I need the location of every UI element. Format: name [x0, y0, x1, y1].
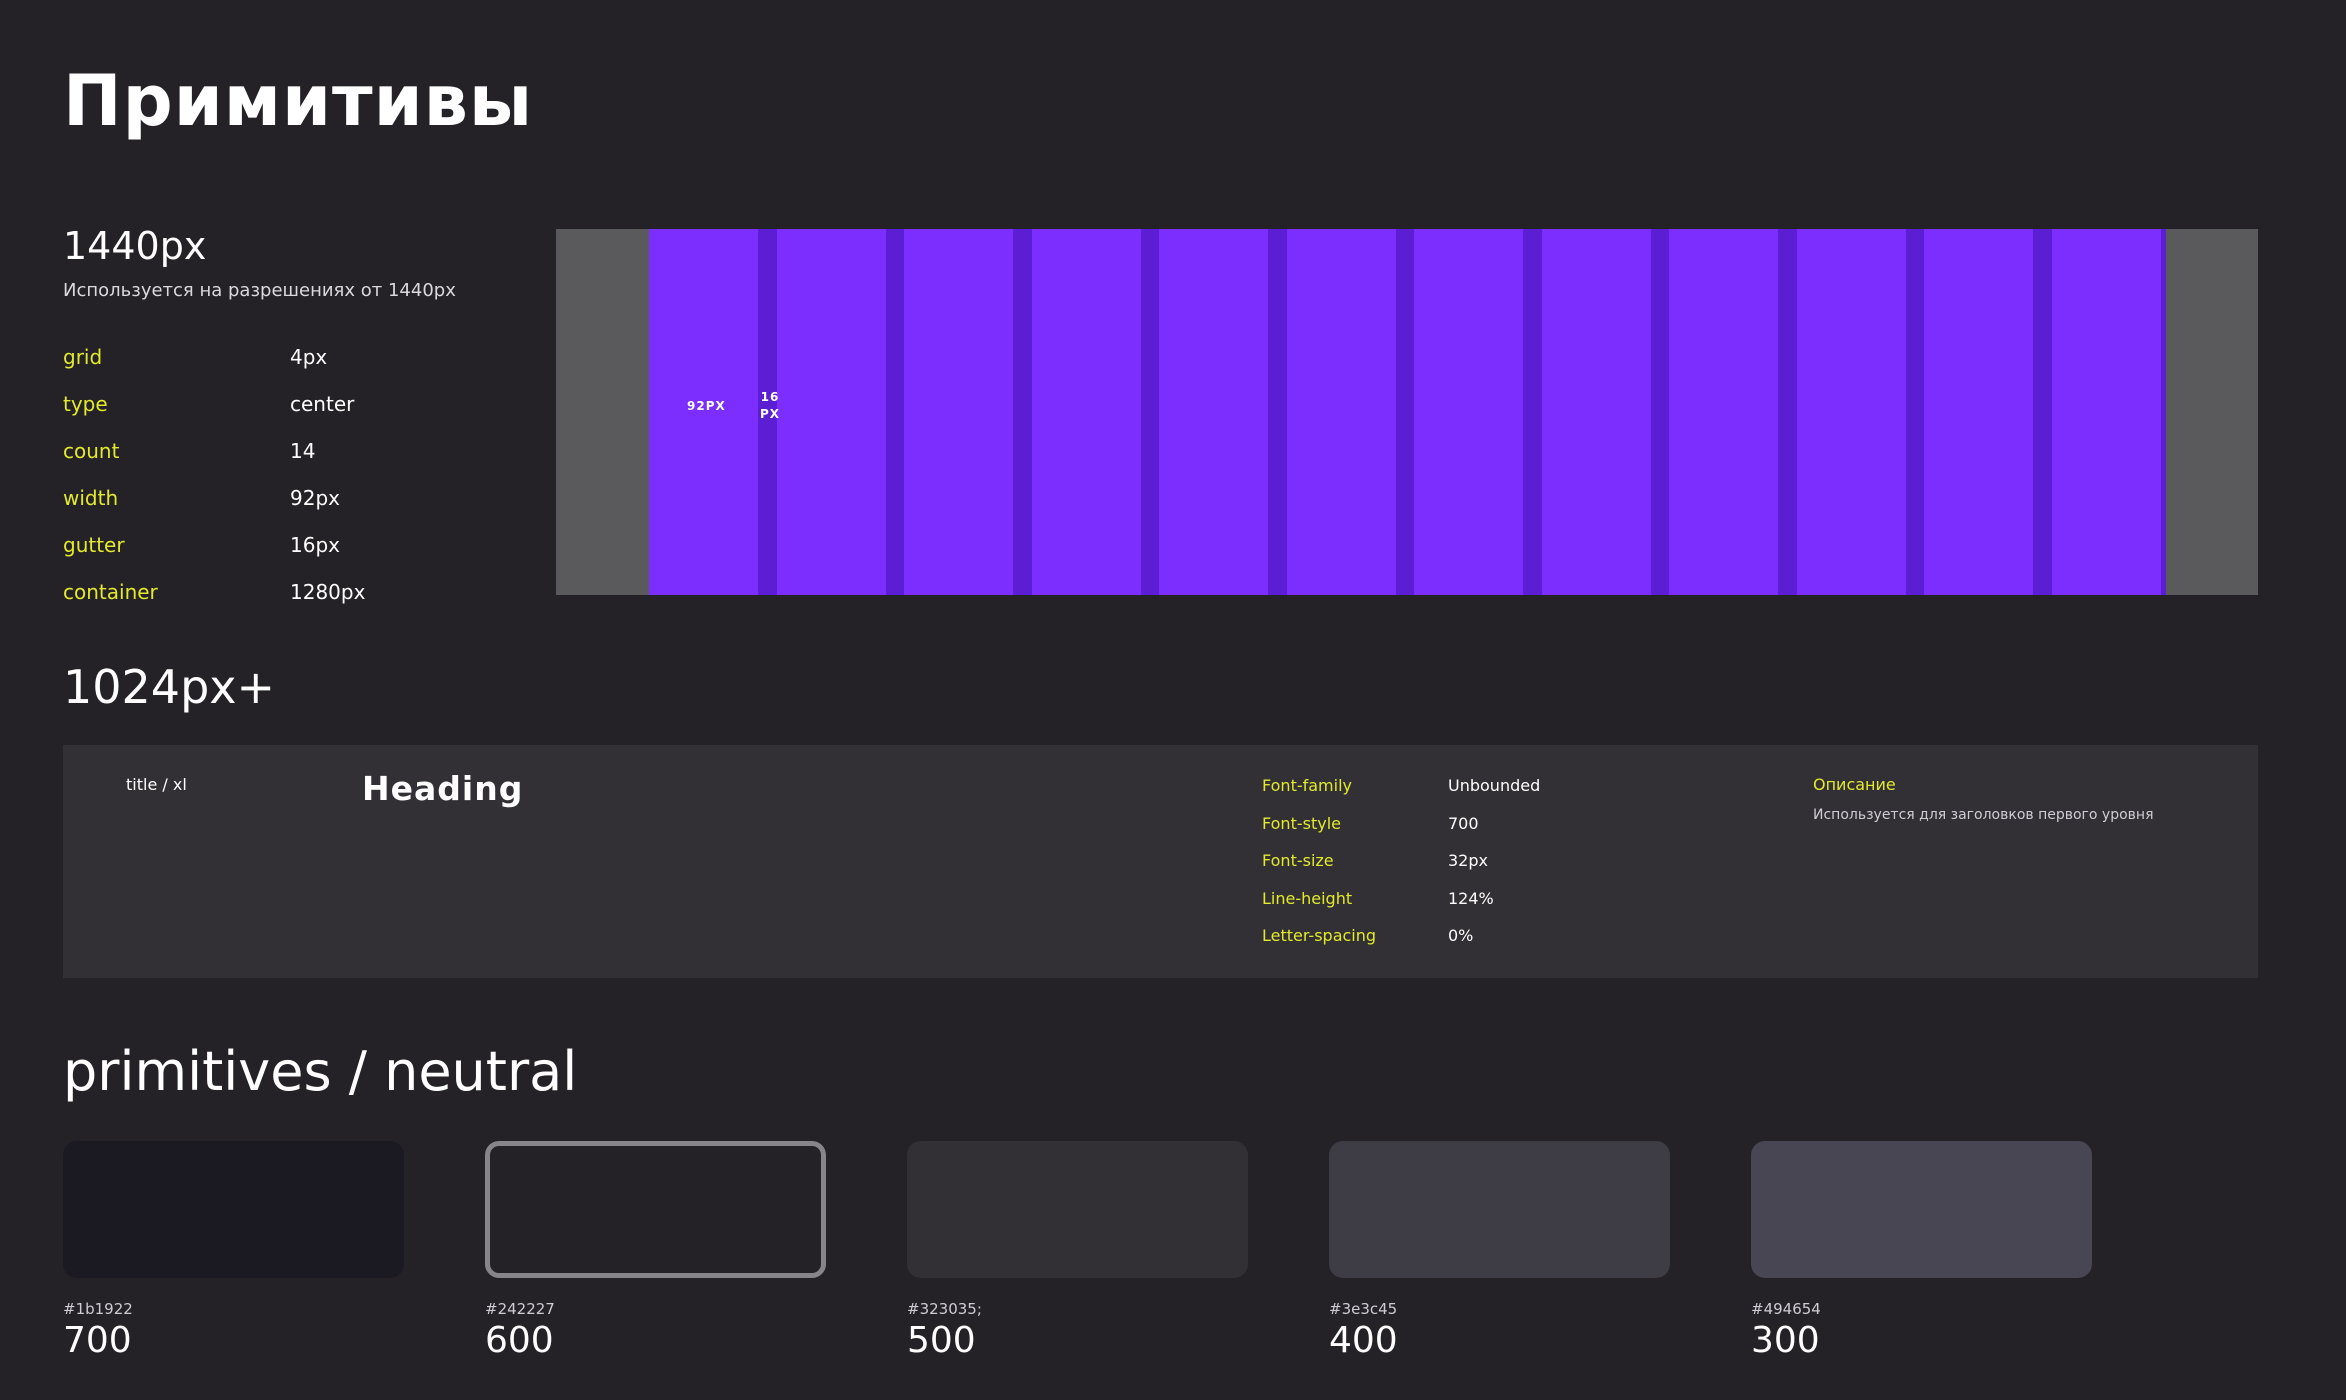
spec-value: 16px: [290, 532, 340, 557]
spec-row-grid: grid 4px: [63, 333, 443, 380]
spec-row-width: width 92px: [63, 474, 443, 521]
heading-sample: Heading: [362, 769, 524, 808]
property-row: Font-size 32px: [1262, 842, 1540, 880]
property-key: Font-size: [1262, 851, 1334, 871]
grid-container: [649, 229, 2166, 595]
grid-column: [1287, 229, 1396, 595]
spec-value: 92px: [290, 485, 340, 510]
swatch-weight: 500: [907, 1320, 976, 1361]
grid-column: [777, 229, 886, 595]
typography-token-card: title / xl Heading Font-family Unbounded…: [63, 745, 2258, 978]
property-key: Line-height: [1262, 888, 1353, 908]
property-key: Font-family: [1262, 776, 1352, 796]
grid-column: [1542, 229, 1651, 595]
spec-key: type: [63, 391, 108, 416]
breakpoint-1440-title: 1440px: [63, 224, 207, 268]
property-key: Letter-spacing: [1262, 926, 1377, 946]
property-row: Font-family Unbounded: [1262, 767, 1540, 805]
spec-key: count: [63, 438, 120, 463]
gutter-label-number: 16: [760, 390, 780, 404]
grid-column: [1159, 229, 1268, 595]
gutter-label-unit: PX: [760, 407, 781, 421]
property-value: 700: [1448, 813, 1479, 833]
spec-value: center: [290, 391, 355, 416]
spec-key: container: [63, 579, 158, 604]
spec-key: grid: [63, 344, 103, 369]
swatch-hex: #3e3c45: [1329, 1300, 1398, 1318]
swatch-hex: #494654: [1751, 1300, 1821, 1318]
description-label: Описание: [1813, 775, 1896, 794]
property-key: Font-style: [1262, 813, 1341, 833]
spec-value: 14: [290, 438, 316, 463]
spec-row-count: count 14: [63, 427, 443, 474]
swatch-hex: #323035;: [907, 1300, 982, 1318]
swatch-hex: #1b1922: [63, 1300, 133, 1318]
swatch-card-400[interactable]: #3e3c45 400: [1329, 1141, 1670, 1361]
grid-column: [1032, 229, 1141, 595]
page-title: Примитивы: [63, 60, 534, 142]
swatch-weight: 600: [485, 1320, 554, 1361]
breakpoint-1440-subtitle: Используется на разрешениях от 1440px: [63, 280, 456, 301]
token-name: title / xl: [126, 775, 187, 794]
swatch-hex: #242227: [485, 1300, 555, 1318]
spec-value: 4px: [290, 344, 328, 369]
grid-column: [1669, 229, 1778, 595]
spec-row-gutter: gutter 16px: [63, 521, 443, 568]
description-text: Используется для заголовков первого уров…: [1813, 807, 2154, 823]
property-row: Font-style 700: [1262, 805, 1540, 843]
property-value: 0%: [1448, 926, 1474, 946]
swatch-card-700[interactable]: #1b1922 700: [63, 1141, 404, 1361]
color-swatch[interactable]: [485, 1141, 826, 1278]
spec-key: gutter: [63, 532, 125, 557]
swatch-weight: 300: [1751, 1320, 1820, 1361]
property-value: 124%: [1448, 888, 1494, 908]
token-properties: Font-family Unbounded Font-style 700 Fon…: [1262, 767, 1540, 955]
property-value: 32px: [1448, 851, 1488, 871]
color-swatch[interactable]: [907, 1141, 1248, 1278]
color-swatch[interactable]: [1329, 1141, 1670, 1278]
grid-column: [649, 229, 758, 595]
column-width-label: 92PX: [687, 399, 726, 413]
layout-grid-preview: 92PX 16 PX: [556, 229, 2258, 595]
swatch-weight: 400: [1329, 1320, 1398, 1361]
spec-row-container: container 1280px: [63, 568, 443, 615]
color-swatch[interactable]: [1751, 1141, 2092, 1278]
spec-row-type: type center: [63, 380, 443, 427]
property-value: Unbounded: [1448, 776, 1541, 796]
grid-column: [904, 229, 1013, 595]
grid-spec-list: grid 4px type center count 14 width 92px…: [63, 333, 443, 615]
gutter-width-label: 16 PX: [760, 389, 780, 423]
grid-column: [1414, 229, 1523, 595]
neutral-section-title: primitives / neutral: [63, 1040, 578, 1103]
grid-column: [1797, 229, 1906, 595]
spec-value: 1280px: [290, 579, 366, 604]
property-row: Letter-spacing 0%: [1262, 917, 1540, 955]
swatch-card-600[interactable]: #242227 600: [485, 1141, 826, 1361]
property-row: Line-height 124%: [1262, 880, 1540, 918]
spec-key: width: [63, 485, 119, 510]
swatch-card-500[interactable]: #323035; 500: [907, 1141, 1248, 1361]
swatch-card-300[interactable]: #494654 300: [1751, 1141, 2092, 1361]
breakpoint-1024-title: 1024px+: [63, 660, 276, 714]
color-swatch[interactable]: [63, 1141, 404, 1278]
grid-column: [1924, 229, 2033, 595]
grid-column: [2052, 229, 2161, 595]
swatch-weight: 700: [63, 1320, 132, 1361]
